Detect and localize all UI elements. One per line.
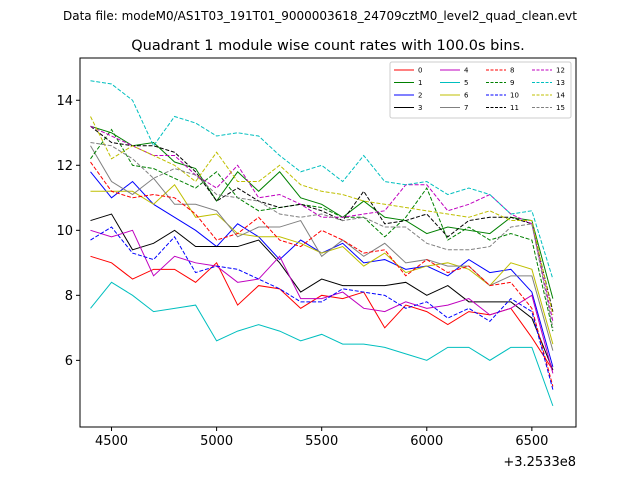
- series-line-7: [90, 145, 554, 351]
- series-line-12: [90, 125, 554, 322]
- legend-label-8: 8: [510, 67, 514, 75]
- legend-label-13: 13: [556, 79, 565, 87]
- x-offset-label: +3.2533e8: [503, 455, 576, 470]
- chart-title: Quadrant 1 module wise count rates with …: [131, 38, 525, 54]
- x-tick-label: 6500: [515, 434, 548, 449]
- legend-label-12: 12: [556, 67, 565, 75]
- legend-label-1: 1: [418, 79, 422, 87]
- legend-label-15: 15: [556, 104, 565, 112]
- legend-label-14: 14: [556, 92, 565, 100]
- series-line-10: [90, 226, 554, 390]
- y-tick-label: 14: [56, 94, 73, 109]
- series-line-15: [90, 142, 554, 328]
- suptitle: Data file: modeM0/AS1T03_191T01_90000036…: [63, 9, 577, 23]
- y-tick-label: 8: [65, 289, 73, 304]
- legend-label-10: 10: [510, 92, 519, 100]
- series-line-9: [90, 128, 554, 332]
- legend-label-6: 6: [464, 92, 469, 100]
- series-line-6: [90, 184, 554, 345]
- series-line-14: [90, 116, 554, 315]
- y-tick-label: 12: [56, 159, 73, 174]
- legend-label-3: 3: [418, 104, 422, 112]
- y-tick-label: 6: [65, 354, 73, 369]
- series-line-3: [90, 213, 554, 371]
- plot-area: [90, 80, 554, 407]
- x-tick-label: 5500: [305, 434, 338, 449]
- legend-label-4: 4: [464, 67, 469, 75]
- axes-frame: [79, 57, 577, 428]
- x-tick-label: 5000: [200, 434, 233, 449]
- series-line-13: [90, 80, 554, 280]
- series-line-8: [90, 161, 554, 387]
- series-line-4: [90, 229, 554, 374]
- legend-label-5: 5: [464, 79, 468, 87]
- x-tick-label: 4500: [95, 434, 128, 449]
- legend-label-0: 0: [418, 67, 422, 75]
- legend-label-9: 9: [510, 79, 514, 87]
- y-tick-label: 10: [56, 224, 73, 239]
- legend-label-7: 7: [464, 104, 468, 112]
- legend-label-11: 11: [510, 104, 519, 112]
- legend-box: [389, 61, 572, 119]
- x-tick-label: 6000: [410, 434, 443, 449]
- series-line-11: [90, 125, 554, 312]
- legend-label-2: 2: [418, 92, 422, 100]
- series-line-5: [90, 281, 554, 407]
